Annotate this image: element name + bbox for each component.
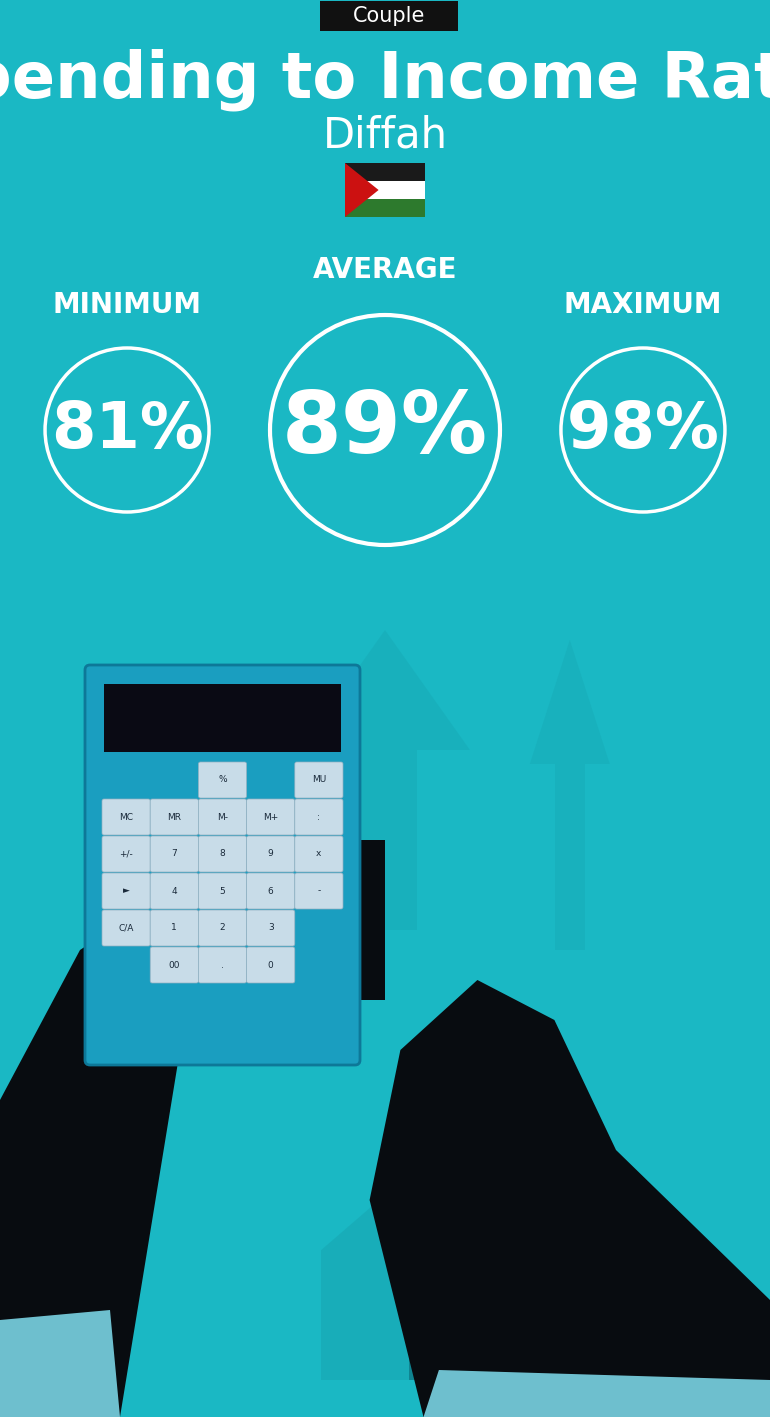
Text: 1: 1 xyxy=(172,924,177,932)
Ellipse shape xyxy=(571,1270,661,1370)
Polygon shape xyxy=(0,1309,120,1417)
Text: 8: 8 xyxy=(219,850,226,859)
FancyBboxPatch shape xyxy=(246,799,295,835)
Text: x: x xyxy=(316,850,322,859)
FancyBboxPatch shape xyxy=(295,873,343,908)
Text: M-: M- xyxy=(217,812,228,822)
Bar xyxy=(527,1326,582,1343)
Polygon shape xyxy=(345,163,379,217)
Bar xyxy=(244,784,280,910)
Text: $: $ xyxy=(604,1304,628,1338)
Text: 5: 5 xyxy=(219,887,226,896)
FancyBboxPatch shape xyxy=(150,873,199,908)
Text: 6: 6 xyxy=(268,887,273,896)
FancyBboxPatch shape xyxy=(295,799,343,835)
Bar xyxy=(527,1312,582,1331)
Text: 89%: 89% xyxy=(282,388,488,472)
FancyBboxPatch shape xyxy=(295,762,343,798)
Polygon shape xyxy=(530,640,610,764)
FancyBboxPatch shape xyxy=(199,947,246,983)
Text: MU: MU xyxy=(312,775,326,785)
Text: 9: 9 xyxy=(268,850,273,859)
Text: AVERAGE: AVERAGE xyxy=(313,256,457,283)
Text: .: . xyxy=(221,961,224,969)
FancyBboxPatch shape xyxy=(199,910,246,947)
FancyBboxPatch shape xyxy=(246,836,295,871)
Text: 98%: 98% xyxy=(567,400,719,461)
FancyBboxPatch shape xyxy=(102,873,150,908)
Polygon shape xyxy=(321,1155,541,1250)
Text: 7: 7 xyxy=(172,850,177,859)
Bar xyxy=(321,1250,541,1380)
Polygon shape xyxy=(0,870,260,1417)
FancyBboxPatch shape xyxy=(199,799,246,835)
Polygon shape xyxy=(424,1370,770,1417)
FancyBboxPatch shape xyxy=(199,873,246,908)
Text: %: % xyxy=(218,775,227,785)
FancyBboxPatch shape xyxy=(199,836,246,871)
Bar xyxy=(527,1333,582,1350)
Text: ►: ► xyxy=(122,887,129,896)
Polygon shape xyxy=(339,840,385,1000)
FancyBboxPatch shape xyxy=(199,762,246,798)
Text: Couple: Couple xyxy=(353,6,425,26)
Text: $: $ xyxy=(528,1301,542,1319)
Bar xyxy=(345,181,425,198)
Text: C/A: C/A xyxy=(119,924,134,932)
FancyBboxPatch shape xyxy=(150,910,199,947)
Text: MAXIMUM: MAXIMUM xyxy=(564,290,722,319)
Bar xyxy=(527,1319,582,1338)
FancyBboxPatch shape xyxy=(246,947,295,983)
FancyBboxPatch shape xyxy=(85,665,360,1066)
FancyBboxPatch shape xyxy=(102,910,150,947)
Text: MINIMUM: MINIMUM xyxy=(52,290,202,319)
Bar xyxy=(527,1272,543,1287)
FancyBboxPatch shape xyxy=(246,910,295,947)
FancyBboxPatch shape xyxy=(320,1,458,31)
Polygon shape xyxy=(300,631,470,750)
Bar xyxy=(104,684,341,752)
FancyBboxPatch shape xyxy=(150,799,199,835)
FancyBboxPatch shape xyxy=(295,836,343,871)
Bar xyxy=(527,1340,582,1357)
Bar xyxy=(409,1295,454,1380)
Text: MC: MC xyxy=(119,812,133,822)
Text: -: - xyxy=(317,887,320,896)
Text: +/-: +/- xyxy=(119,850,133,859)
Text: Spending to Income Ratio: Spending to Income Ratio xyxy=(0,48,770,112)
Text: M+: M+ xyxy=(263,812,278,822)
Text: :: : xyxy=(317,812,320,822)
Bar xyxy=(461,1193,479,1238)
Text: MR: MR xyxy=(167,812,181,822)
Polygon shape xyxy=(214,700,310,784)
Bar xyxy=(345,163,425,181)
Text: 00: 00 xyxy=(169,961,180,969)
FancyBboxPatch shape xyxy=(102,836,150,871)
Ellipse shape xyxy=(507,1280,563,1340)
Text: 4: 4 xyxy=(172,887,177,896)
Text: 0: 0 xyxy=(268,961,273,969)
Text: 2: 2 xyxy=(219,924,226,932)
FancyBboxPatch shape xyxy=(150,947,199,983)
Bar xyxy=(554,764,585,949)
FancyBboxPatch shape xyxy=(150,836,199,871)
Text: 3: 3 xyxy=(268,924,273,932)
Bar xyxy=(345,198,425,217)
Text: 81%: 81% xyxy=(51,400,203,461)
Text: Diffah: Diffah xyxy=(323,113,447,156)
Bar xyxy=(353,750,417,930)
Polygon shape xyxy=(370,981,770,1417)
FancyBboxPatch shape xyxy=(102,799,150,835)
FancyBboxPatch shape xyxy=(246,873,295,908)
Bar xyxy=(604,1260,628,1278)
